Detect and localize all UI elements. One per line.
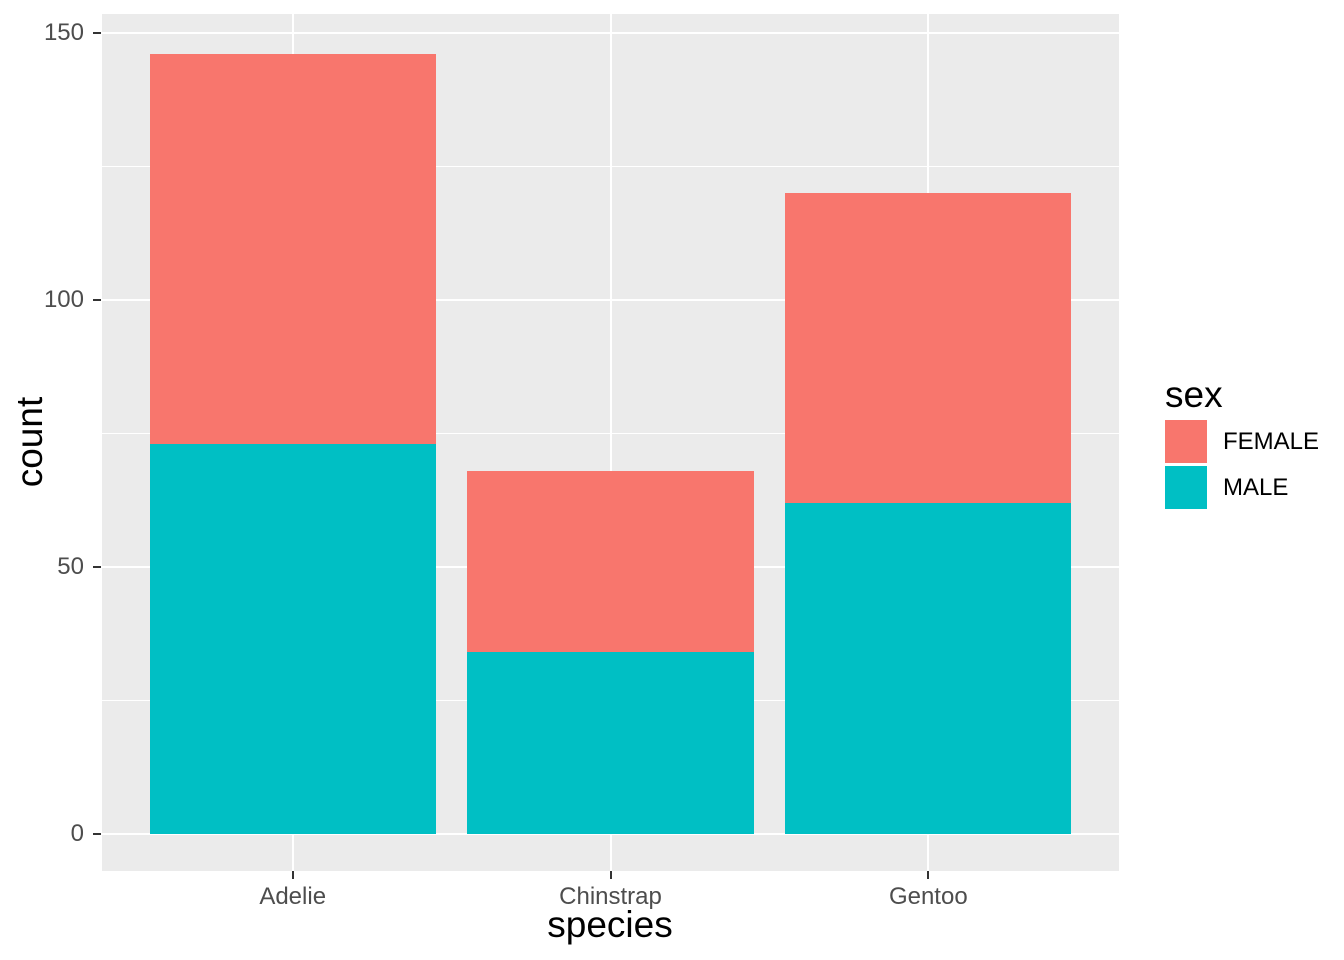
y-tick-mark: [93, 299, 101, 301]
legend: sex FEMALE MALE: [1165, 376, 1319, 512]
x-tick-label: Gentoo: [888, 883, 968, 910]
legend-swatch-female: [1165, 420, 1207, 463]
y-tick-label: 100: [43, 286, 84, 313]
gridline-major-vertical: [609, 14, 612, 871]
y-tick-label: 150: [43, 19, 84, 46]
bar-segment-adelie-male: [149, 444, 436, 834]
bar-segment-adelie-female: [149, 54, 436, 445]
x-tick-mark: [609, 871, 612, 879]
bar-chinstrap: [467, 14, 754, 871]
y-tick-mark: [93, 566, 101, 568]
legend-item-female: FEMALE: [1165, 420, 1319, 463]
y-tick-label: 0: [70, 820, 84, 847]
plot-panel: [102, 14, 1119, 871]
x-tick-mark: [927, 871, 930, 879]
x-tick-label: Chinstrap: [559, 883, 662, 910]
y-tick-label: 50: [57, 553, 84, 580]
legend-swatch-male: [1165, 466, 1207, 509]
legend-label: FEMALE: [1223, 427, 1320, 455]
legend-items: FEMALE MALE: [1165, 420, 1319, 509]
bar-adelie: [149, 14, 436, 871]
x-axis-title: species: [547, 904, 673, 945]
bar-segment-chinstrap-male: [467, 652, 754, 834]
bar-segment-gentoo-male: [785, 502, 1072, 834]
y-tick-mark: [93, 32, 101, 34]
bar-segment-chinstrap-female: [467, 470, 754, 653]
legend-title: sex: [1165, 374, 1223, 415]
x-tick-mark: [291, 871, 294, 879]
legend-item-male: MALE: [1165, 466, 1319, 509]
legend-label: MALE: [1223, 473, 1289, 501]
bar-segment-gentoo-female: [785, 193, 1072, 503]
y-axis-title: count: [9, 396, 50, 488]
x-tick-label: Adelie: [259, 883, 327, 910]
bar-gentoo: [785, 14, 1072, 871]
y-tick-mark: [93, 833, 101, 835]
